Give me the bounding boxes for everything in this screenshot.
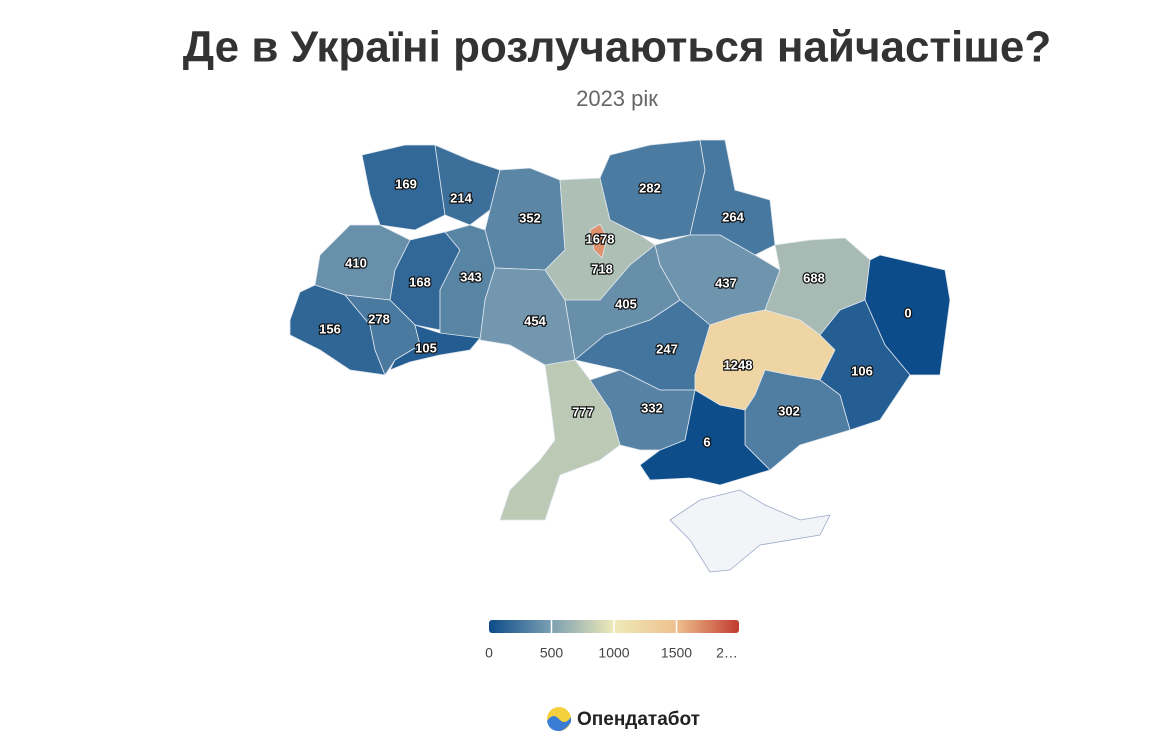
value-label: 1248: [724, 357, 753, 372]
brand-logo: Опендатабот: [547, 707, 700, 731]
value-label: 0: [904, 305, 911, 320]
value-label: 264: [722, 209, 744, 224]
value-label: 282: [639, 180, 661, 195]
colorbar-tick-label: 1000: [598, 645, 629, 661]
value-label: 156: [319, 321, 341, 336]
value-label: 105: [415, 340, 437, 355]
colorbar: 0 500 1000 1500 2…: [485, 620, 739, 661]
value-label: 6: [703, 434, 710, 449]
value-label: 302: [778, 403, 800, 418]
region: [744, 369, 851, 471]
crimea: [669, 489, 831, 573]
value-label: 437: [715, 275, 737, 290]
value-label: 352: [519, 210, 541, 225]
value-label: 106: [851, 363, 873, 378]
colorbar-tick-label: 0: [485, 645, 493, 661]
value-label: 410: [345, 255, 367, 270]
value-label: 718: [591, 261, 613, 276]
brand-name: Опендатабот: [577, 709, 700, 730]
value-label: 688: [803, 270, 825, 285]
value-label: 332: [641, 400, 663, 415]
colorbar-tick-label: 1500: [661, 645, 692, 661]
colorbar-tick-label: 2…: [716, 645, 738, 661]
logo-wave: [547, 715, 571, 731]
value-label: 247: [656, 341, 678, 356]
region: [589, 223, 608, 259]
value-labels: 169 214 352 718 1678 282 264 410 168 343 454 405 437…: [318, 175, 913, 450]
subtitle: 2023 рік: [576, 86, 658, 111]
value-label: 169: [395, 176, 417, 191]
value-label: 405: [615, 296, 637, 311]
value-label: 1678: [586, 231, 615, 246]
colorbar-tick-label: 500: [540, 645, 564, 661]
value-label: 454: [524, 313, 546, 328]
regions: [289, 139, 951, 573]
title: Де в Україні розлучаються найчастіше?: [183, 23, 1051, 72]
region: [361, 144, 446, 231]
value-label: 214: [450, 190, 472, 205]
region: [389, 324, 481, 371]
value-label: 343: [460, 269, 482, 284]
region: [689, 139, 776, 256]
value-label: 278: [368, 311, 390, 326]
value-label: 168: [409, 274, 431, 289]
region: [499, 359, 621, 521]
value-label: 777: [572, 404, 594, 419]
